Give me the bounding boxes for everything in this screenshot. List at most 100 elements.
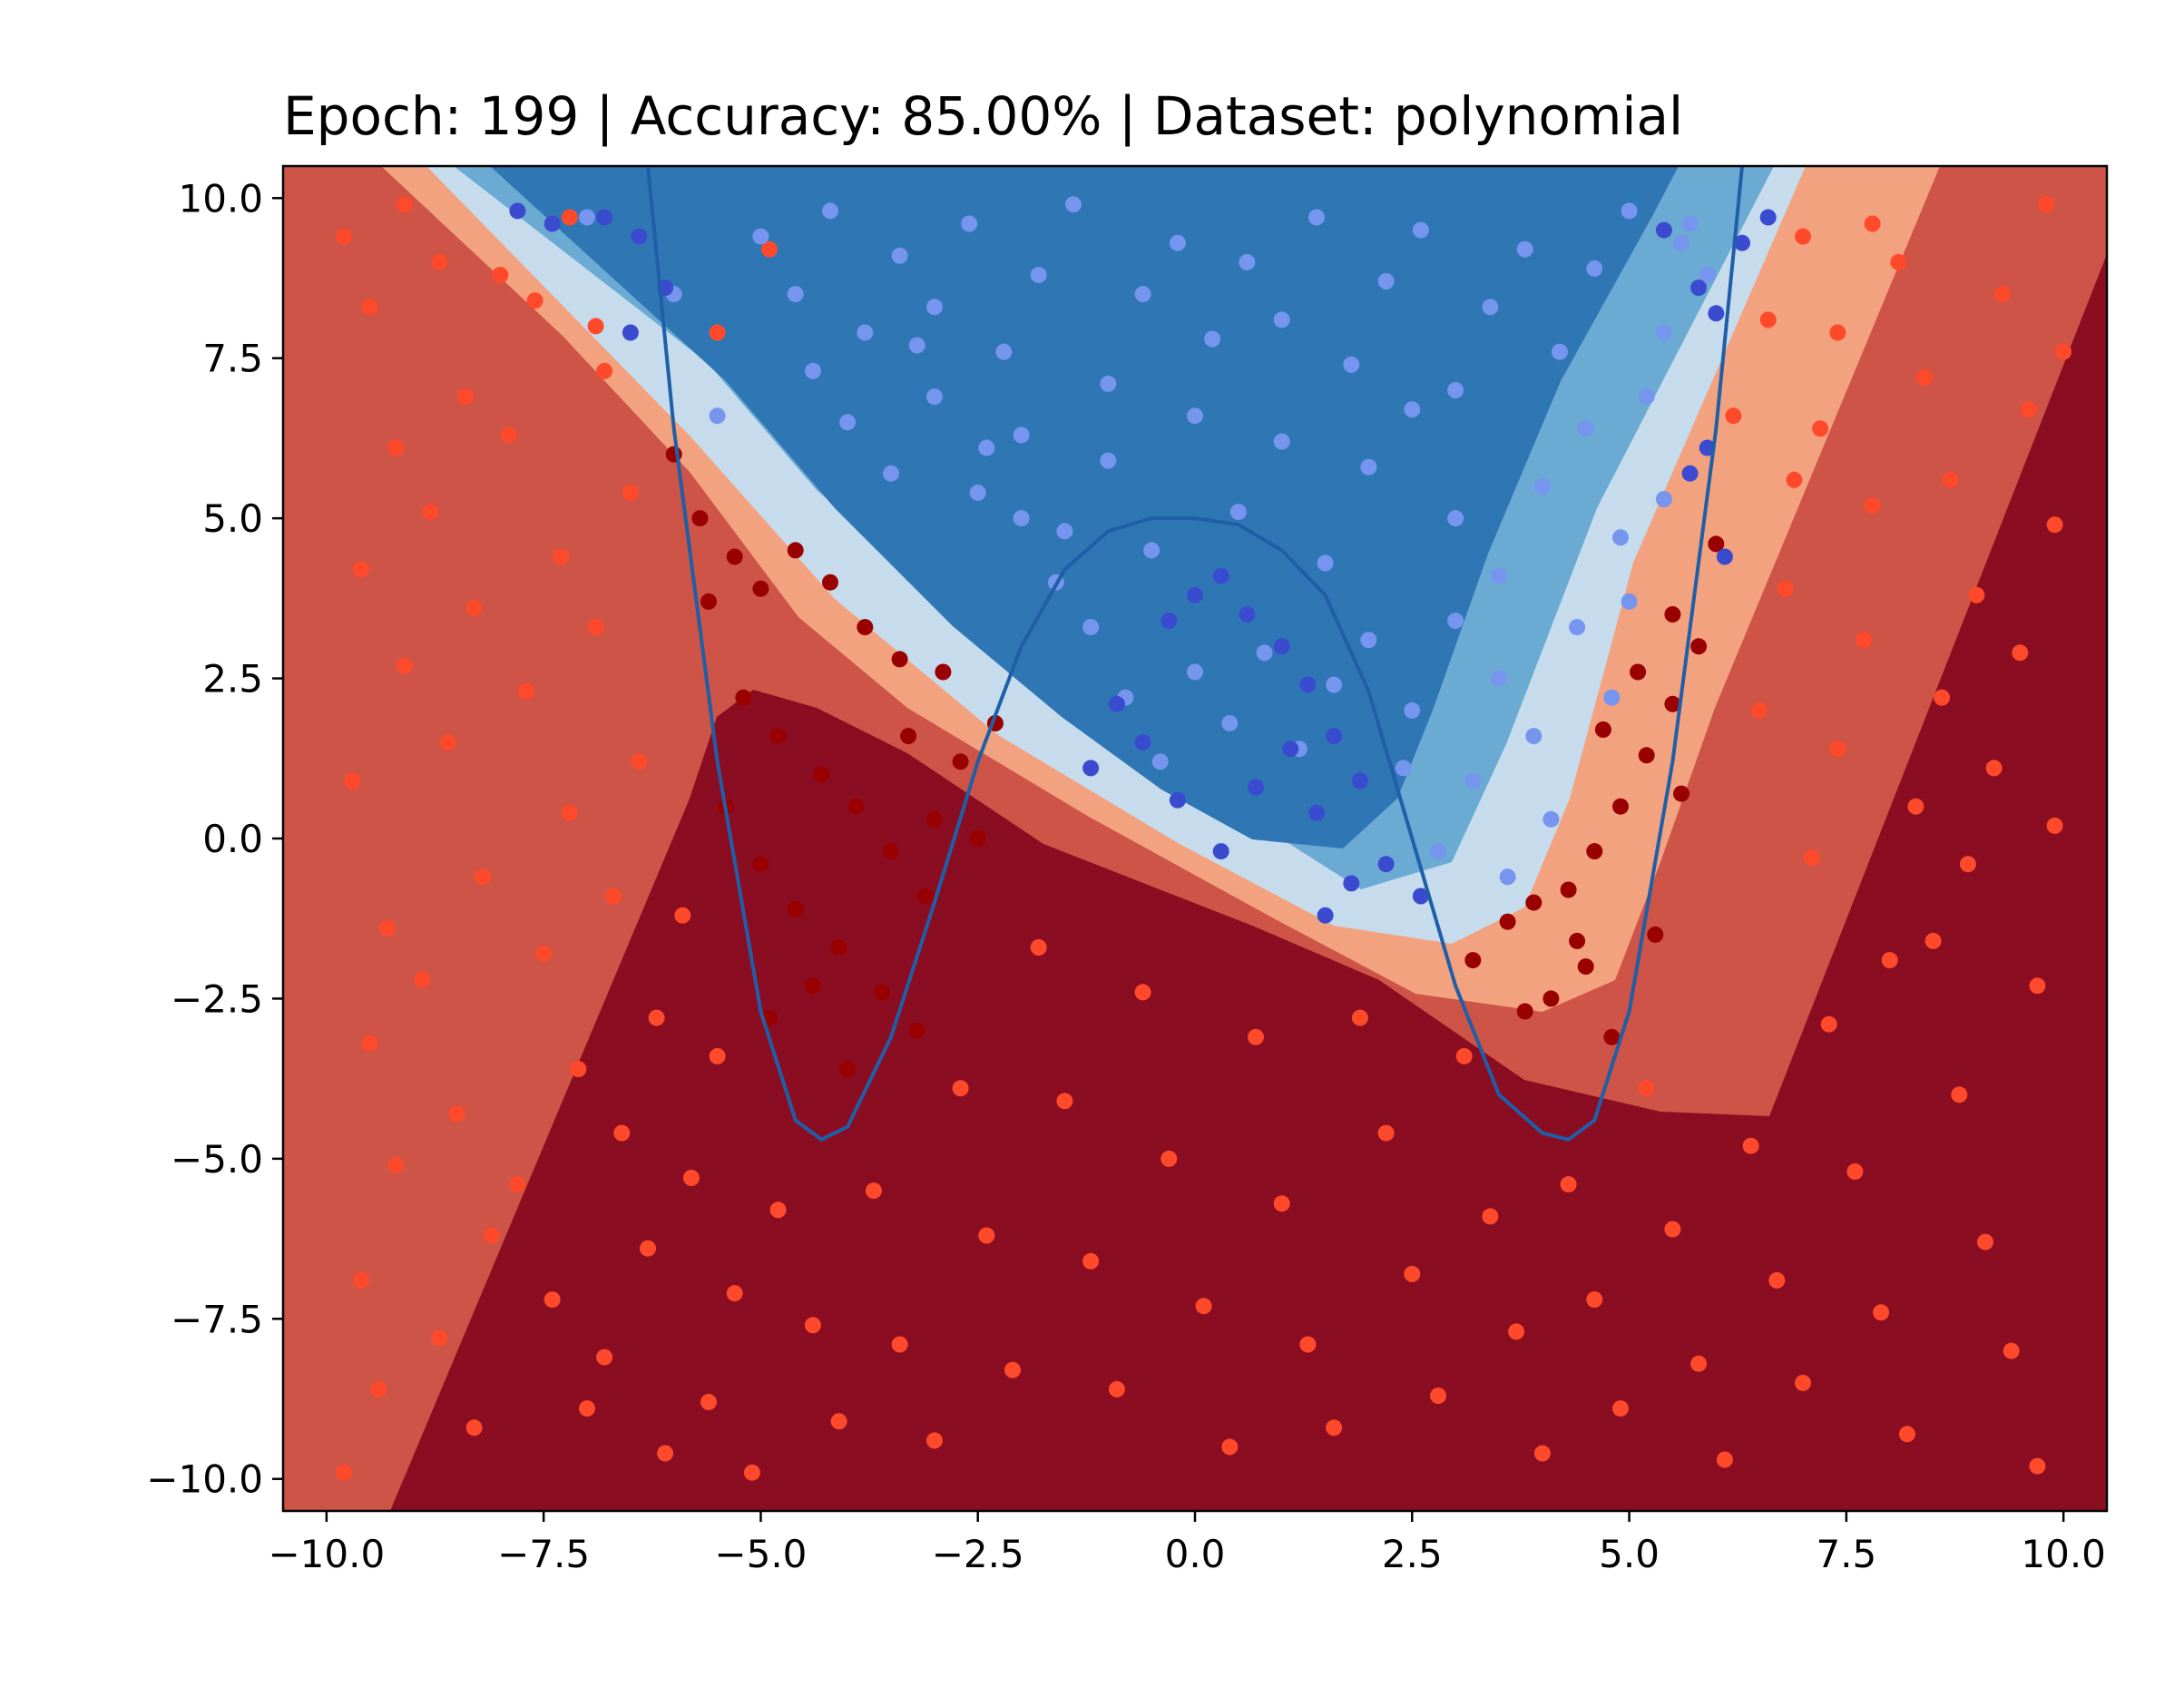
- scatter-point-negative-55: [952, 1080, 969, 1097]
- scatter-point-negative-81: [1638, 1080, 1655, 1097]
- scatter-point-negative-58: [1030, 939, 1047, 956]
- scatter-point-positive-79: [908, 337, 926, 354]
- scatter-point-negative-core-8: [891, 651, 908, 668]
- scatter-point-negative-114: [1856, 632, 1872, 649]
- scatter-point-negative-core-45: [1603, 1028, 1621, 1045]
- scatter-point-negative-112: [1907, 798, 1924, 815]
- y-tick-label: 0.0: [202, 817, 263, 861]
- scatter-point-positive-53: [1360, 632, 1377, 649]
- scatter-point-negative-core-1: [691, 510, 709, 527]
- scatter-point-negative-2: [387, 439, 405, 456]
- scatter-point-negative-96: [2029, 1457, 2046, 1475]
- scatter-point-negative-core-15: [917, 888, 935, 905]
- scatter-point-negative-25: [553, 548, 570, 565]
- scatter-point-positive-core-27: [1759, 209, 1777, 226]
- scatter-point-negative-56: [978, 1227, 995, 1244]
- scatter-point-positive-37: [1229, 504, 1247, 521]
- scatter-point-negative-71: [1377, 1124, 1395, 1142]
- scatter-point-negative-23: [526, 292, 544, 309]
- scatter-point-negative-6: [378, 919, 396, 937]
- scatter-point-negative-core-4: [752, 580, 769, 597]
- scatter-point-positive-34: [1100, 452, 1117, 469]
- scatter-point-positive-18: [1377, 273, 1395, 289]
- scatter-point-positive-core-24: [1412, 888, 1429, 905]
- scatter-point-positive-43: [1491, 567, 1507, 584]
- scatter-point-negative-core-36: [1638, 747, 1655, 764]
- x-axis: −10.0 −7.5 −5.0 −2.5 0.0 2.5 5.0 7.5 10.0: [268, 1511, 2106, 1576]
- plot-area: [283, 166, 2107, 1511]
- scatter-point-positive-46: [1621, 593, 1638, 610]
- scatter-point-negative-65: [1221, 1438, 1239, 1456]
- scatter-point-negative-130: [492, 267, 509, 283]
- scatter-point-positive-core-23: [1377, 856, 1395, 873]
- scatter-point-negative-16: [439, 734, 456, 751]
- scatter-point-positive-core-14: [1308, 804, 1325, 821]
- scatter-point-positive-57: [1221, 715, 1239, 731]
- scatter-point-negative-33: [596, 362, 613, 379]
- scatter-point-negative-88: [1820, 1015, 1837, 1033]
- scatter-point-negative-120: [1725, 407, 1742, 425]
- scatter-point-positive-13: [1204, 330, 1221, 348]
- scatter-point-positive-12: [1169, 234, 1186, 251]
- scatter-point-negative-89: [1846, 1163, 1864, 1180]
- scatter-point-negative-116: [1803, 849, 1820, 867]
- scatter-point-negative-22: [465, 1419, 483, 1437]
- scatter-point-negative-core-30: [1464, 952, 1482, 969]
- scatter-point-negative-67: [1273, 1195, 1290, 1212]
- scatter-point-negative-core-43: [1569, 932, 1586, 949]
- scatter-point-positive-72: [1638, 388, 1655, 406]
- scatter-point-positive-58: [1187, 663, 1203, 681]
- scatter-point-positive-40: [1360, 458, 1377, 476]
- scatter-point-positive-core-22: [1343, 875, 1360, 892]
- scatter-point-positive-63: [1013, 510, 1030, 527]
- scatter-point-positive-14: [1239, 253, 1256, 270]
- scatter-point-negative-75: [1482, 1208, 1499, 1225]
- scatter-point-positive-3: [857, 324, 874, 341]
- scatter-point-negative-core-14: [883, 843, 899, 860]
- scatter-point-negative-103: [1942, 471, 1959, 488]
- scatter-point-negative-core-48: [1516, 1003, 1533, 1020]
- scatter-point-positive-core-32: [1655, 221, 1672, 239]
- scatter-point-positive-59: [1151, 753, 1169, 770]
- scatter-point-positive-core-20: [1108, 695, 1125, 712]
- scatter-point-negative-5: [344, 772, 361, 790]
- scatter-point-negative-core-13: [847, 798, 865, 815]
- scatter-point-negative-80: [1612, 1400, 1629, 1417]
- scatter-point-positive-78: [804, 362, 821, 379]
- scatter-point-positive-7: [995, 343, 1013, 360]
- scatter-point-positive-42: [1447, 510, 1464, 527]
- scatter-point-positive-48: [1569, 619, 1586, 636]
- scatter-point-negative-19: [448, 1105, 465, 1123]
- scatter-point-negative-104: [1968, 586, 1985, 603]
- scatter-point-positive-68: [1430, 843, 1446, 860]
- scatter-points: [336, 196, 2072, 1481]
- scatter-point-positive-15: [1273, 311, 1290, 329]
- scatter-point-negative-94: [1977, 1233, 1993, 1251]
- scatter-point-negative-70: [1351, 1009, 1368, 1026]
- x-tick-label: −2.5: [932, 1532, 1024, 1576]
- scatter-point-negative-13: [457, 388, 474, 406]
- scatter-point-positive-31: [969, 484, 986, 501]
- scatter-point-negative-core-27: [900, 728, 917, 745]
- scatter-point-negative-51: [830, 1413, 847, 1430]
- scatter-point-positive-core-17: [1212, 843, 1229, 860]
- scatter-point-negative-121: [1759, 311, 1777, 329]
- scatter-point-negative-core-49: [1577, 958, 1594, 976]
- scatter-point-negative-79: [1586, 1291, 1603, 1309]
- scatter-point-positive-36: [1187, 407, 1203, 425]
- scatter-point-positive-6: [961, 215, 978, 232]
- scatter-point-positive-50: [1491, 670, 1507, 687]
- scatter-point-negative-117: [1777, 580, 1794, 597]
- scatter-point-negative-0: [336, 228, 352, 245]
- x-tick-label: 5.0: [1599, 1532, 1660, 1576]
- scatter-point-negative-30: [509, 1176, 526, 1193]
- scatter-point-positive-core-33: [1690, 280, 1708, 297]
- scatter-point-negative-97: [1795, 228, 1811, 245]
- scatter-point-positive-19: [1412, 221, 1429, 239]
- region-dark-blue: [490, 166, 1679, 848]
- scatter-point-negative-61: [1108, 1380, 1125, 1398]
- scatter-point-negative-110: [1959, 856, 1976, 873]
- scatter-point-negative-12: [431, 253, 448, 270]
- y-axis: −10.0 −7.5 −5.0 −2.5 0.0 2.5 5.0 7.5 10.0: [146, 176, 283, 1502]
